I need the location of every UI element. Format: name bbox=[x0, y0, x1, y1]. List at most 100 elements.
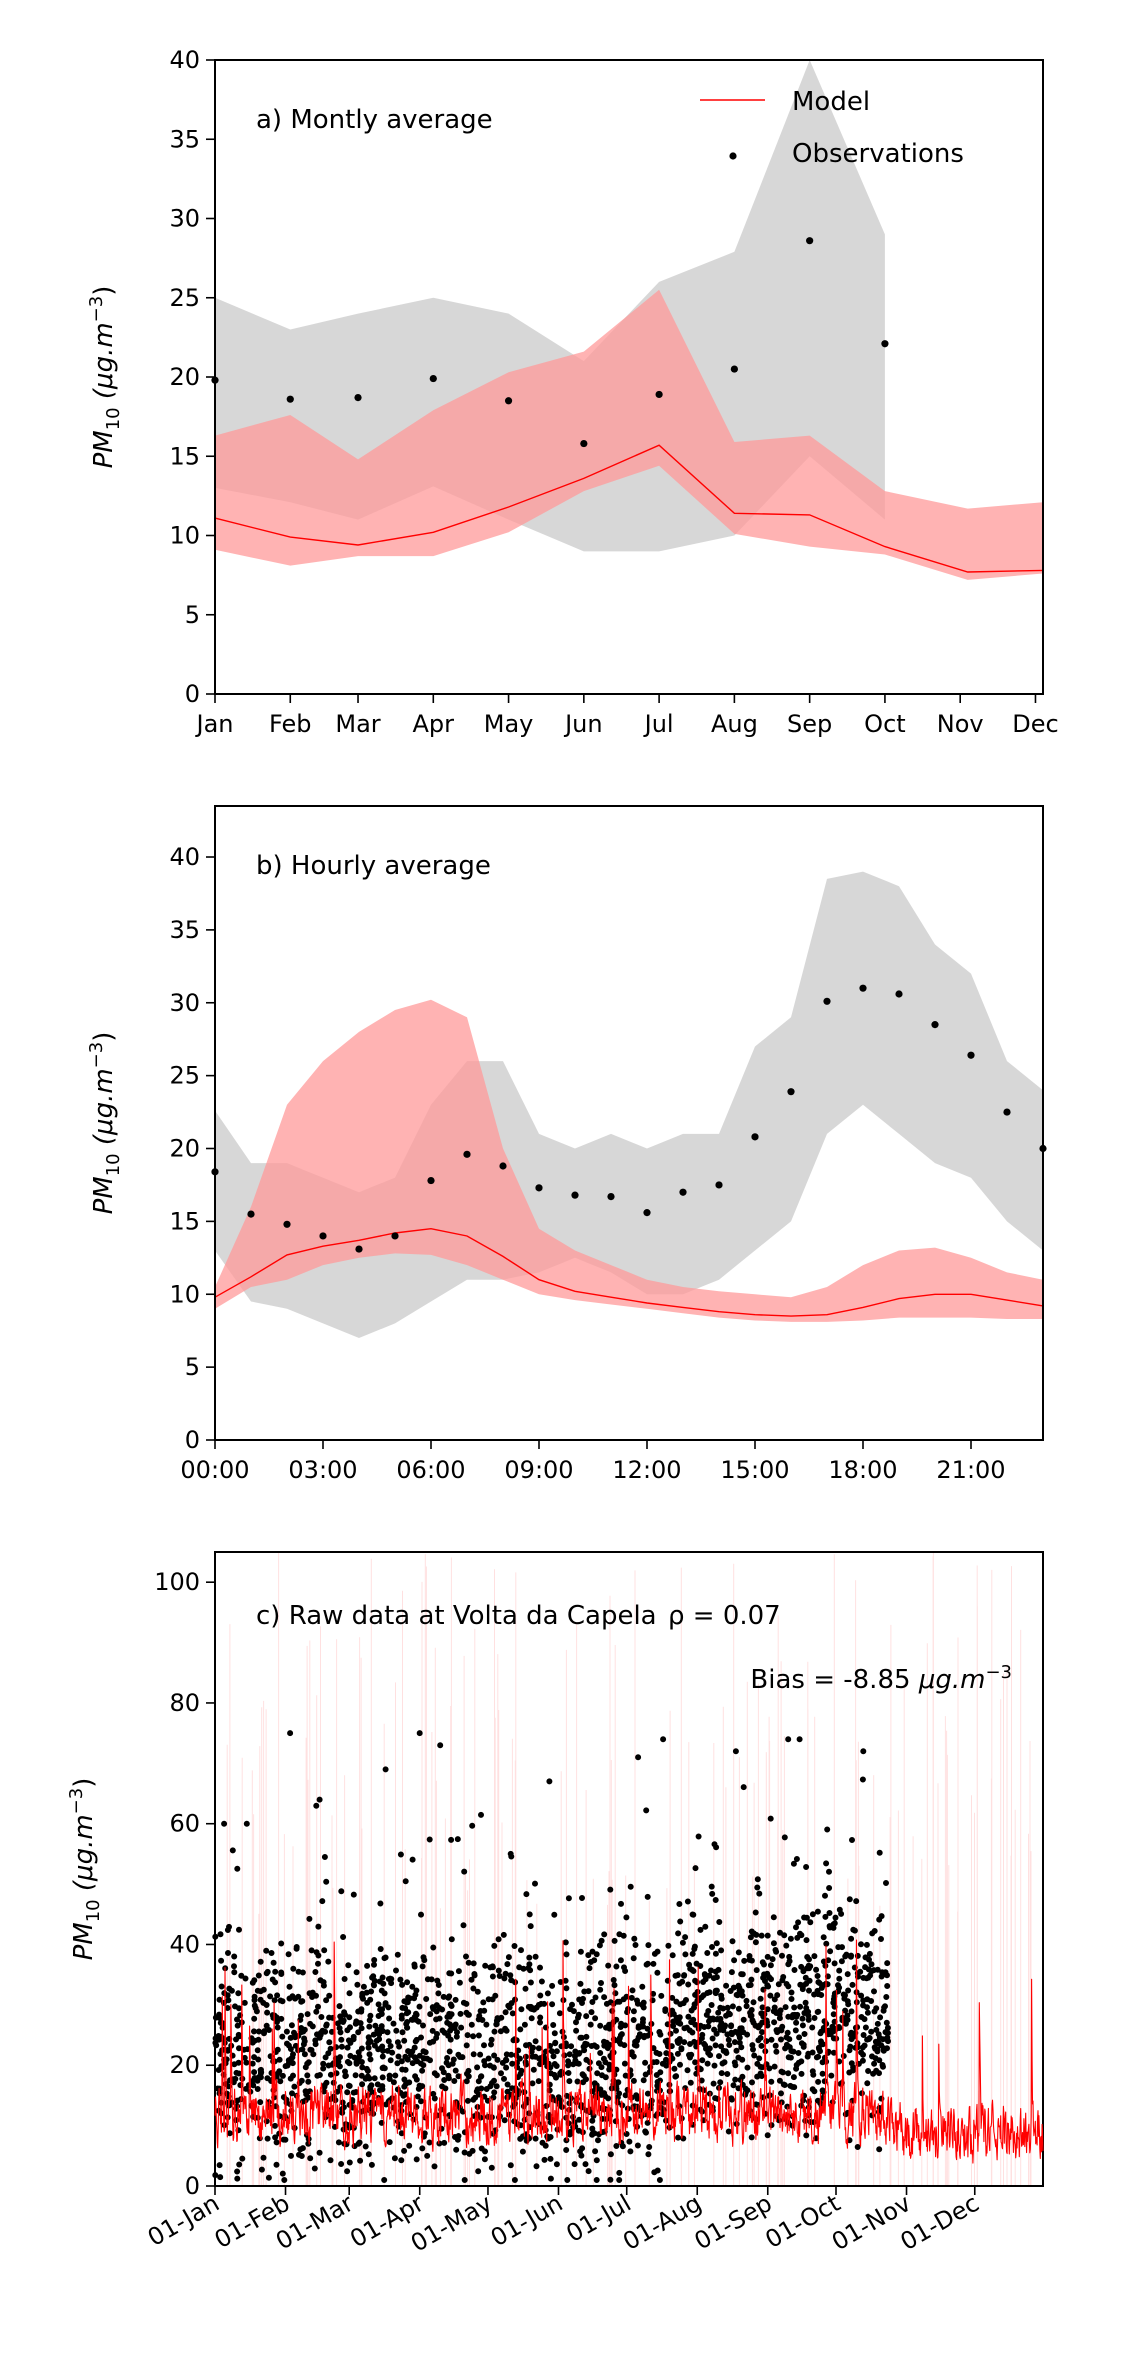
model-faint-spikes bbox=[226, 1552, 1032, 2186]
panel-a-xtick-label: Nov bbox=[937, 710, 984, 738]
observation-point bbox=[499, 1162, 507, 1170]
panel-b-label: b) Hourly average bbox=[256, 851, 491, 881]
panel-c-xtick-label: 01-Oct bbox=[761, 2189, 845, 2254]
panel-c-xtick-label: 01-Jun bbox=[486, 2189, 568, 2252]
panel-c-label: c) Raw data at Volta da Capela bbox=[256, 1601, 657, 1631]
model-line bbox=[214, 1227, 1044, 1317]
panel-a-ytick-label: 30 bbox=[169, 205, 200, 233]
observation-point bbox=[895, 990, 903, 998]
panel-c-ytick-label: 100 bbox=[154, 1568, 200, 1596]
panel-b-xtick-label: 09:00 bbox=[504, 1456, 573, 1484]
panel-c-ytick-label: 20 bbox=[169, 2051, 200, 2079]
panel-a-ytick-label: 35 bbox=[169, 125, 200, 153]
panel-b-ytick-label: 30 bbox=[169, 989, 200, 1017]
panel-b-ytick-label: 20 bbox=[169, 1135, 200, 1163]
panel-c-frame bbox=[214, 1551, 1044, 2187]
panel-a-ytick-label: 25 bbox=[169, 284, 200, 312]
panel-c-xtick-label: 01-Aug bbox=[618, 2189, 706, 2256]
panel-b-xtick-label: 03:00 bbox=[288, 1456, 357, 1484]
panel-b-ytick-label: 5 bbox=[185, 1353, 200, 1381]
panel-a-xtick-label: Sep bbox=[787, 710, 832, 738]
panel-c-xtick-label: 01-Jan bbox=[143, 2189, 224, 2252]
observation-point bbox=[535, 1184, 543, 1192]
panel-a-xtick-label: Aug bbox=[711, 710, 758, 738]
panel-a-xtick-label: Jan bbox=[195, 710, 234, 738]
panel-a-ytick-label: 15 bbox=[169, 442, 200, 470]
panel-c-xtick-label: 01-Dec bbox=[896, 2189, 984, 2256]
panel-a-xtick-label: Jun bbox=[563, 710, 603, 738]
panel-c-ytick-label: 60 bbox=[169, 1810, 200, 1838]
panel-c-ytick-label: 40 bbox=[169, 1930, 200, 1958]
observation-point bbox=[607, 1193, 615, 1201]
panel-b-ylabel: PM10 (μg.m−3) bbox=[86, 1032, 124, 1215]
observation-point bbox=[580, 439, 588, 448]
panel-b-ytick-label: 10 bbox=[169, 1280, 200, 1308]
panel-a-label: a) Montly average bbox=[256, 105, 493, 135]
observation-point bbox=[715, 1181, 723, 1189]
panel-b-xtick-label: 06:00 bbox=[396, 1456, 465, 1484]
panel-a-ytick-label: 0 bbox=[185, 680, 200, 708]
observation-point bbox=[643, 1209, 651, 1217]
panel-c-bias: Bias = -8.85 μg.m−3 bbox=[750, 1662, 1012, 1695]
model-series-group bbox=[214, 1939, 1044, 2164]
model-range-band bbox=[215, 289, 1043, 580]
panel-c-xtick-label: 01-Nov bbox=[827, 2189, 916, 2256]
observation-point bbox=[806, 237, 814, 245]
panel-b-xtick-label: 00:00 bbox=[180, 1456, 249, 1484]
panel-a-ytick-label: 20 bbox=[169, 363, 200, 391]
panel-a-xtick-label: Feb bbox=[269, 710, 312, 738]
panel-b-ytick-label: 15 bbox=[169, 1207, 200, 1235]
panel-b-ytick-label: 40 bbox=[169, 843, 200, 871]
panel-b-xtick-label: 21:00 bbox=[936, 1456, 1005, 1484]
legend: Model Observations bbox=[700, 87, 964, 169]
legend-model-label: Model bbox=[792, 87, 870, 117]
observation-point bbox=[354, 394, 362, 402]
panel-a-xtick-label: Mar bbox=[335, 710, 380, 738]
panel-a-frame bbox=[214, 59, 1044, 695]
observation-point bbox=[355, 1245, 363, 1253]
panel-c-rho: ρ = 0.07 bbox=[668, 1601, 781, 1631]
observation-point bbox=[319, 1232, 327, 1240]
panel-a-ytick-label: 5 bbox=[185, 601, 200, 629]
observation-point bbox=[730, 365, 738, 373]
panel-hourly-average: 0 5 10 15 20 25 30 35 40 00:00 03:00 06:00 09:00 12:0… bbox=[86, 805, 1047, 1484]
observation-point bbox=[463, 1150, 471, 1158]
panel-monthly-average: 0 5 10 15 20 25 30 35 40 Jan Feb Mar Apr May Jun Jul Aug… bbox=[86, 46, 1059, 738]
panel-b-ytick-label: 25 bbox=[169, 1062, 200, 1090]
observation-points bbox=[212, 1730, 892, 2183]
panel-b-ytick-label: 0 bbox=[185, 1426, 200, 1454]
panel-b-xtick-label: 18:00 bbox=[828, 1456, 897, 1484]
panel-a-ylabel: PM10 (μg.m−3) bbox=[86, 286, 124, 469]
observation-point bbox=[859, 984, 867, 992]
panel-a-xtick-label: Apr bbox=[413, 710, 455, 738]
observation-point bbox=[1003, 1108, 1011, 1116]
panel-b-frame bbox=[214, 805, 1044, 1441]
legend-observations-label: Observations bbox=[792, 139, 964, 169]
observation-point bbox=[967, 1051, 975, 1059]
panel-a-xtick-label: Dec bbox=[1012, 710, 1058, 738]
observation-point bbox=[823, 997, 831, 1005]
observation-point bbox=[655, 390, 663, 399]
model-line bbox=[214, 444, 1044, 573]
observation-point bbox=[504, 397, 513, 405]
panel-c-xtick-label: 01-Sep bbox=[690, 2189, 777, 2255]
model-hourly-line bbox=[214, 1939, 1044, 2164]
panel-a-xtick-label: Jul bbox=[643, 710, 674, 738]
panel-a-ytick-label: 40 bbox=[169, 46, 200, 74]
model-range-band bbox=[215, 999, 1043, 1322]
observation-point bbox=[286, 395, 294, 403]
panel-b-xtick-label: 12:00 bbox=[612, 1456, 681, 1484]
panel-a-ytick-label: 10 bbox=[169, 522, 200, 550]
panel-c-ylabel: PM10 (μg.m−3) bbox=[66, 1778, 104, 1961]
panel-c-ytick-label: 0 bbox=[185, 2172, 200, 2200]
observation-point bbox=[247, 1210, 255, 1218]
observation-point bbox=[427, 1176, 435, 1185]
observation-point bbox=[571, 1191, 579, 1199]
panel-c-ytick-label: 80 bbox=[169, 1689, 200, 1717]
panel-a-xtick-label: May bbox=[484, 710, 534, 738]
legend-observations-marker bbox=[729, 152, 737, 160]
observation-point bbox=[787, 1088, 795, 1096]
panel-b-xtick-label: 15:00 bbox=[720, 1456, 789, 1484]
observation-point bbox=[283, 1220, 291, 1228]
